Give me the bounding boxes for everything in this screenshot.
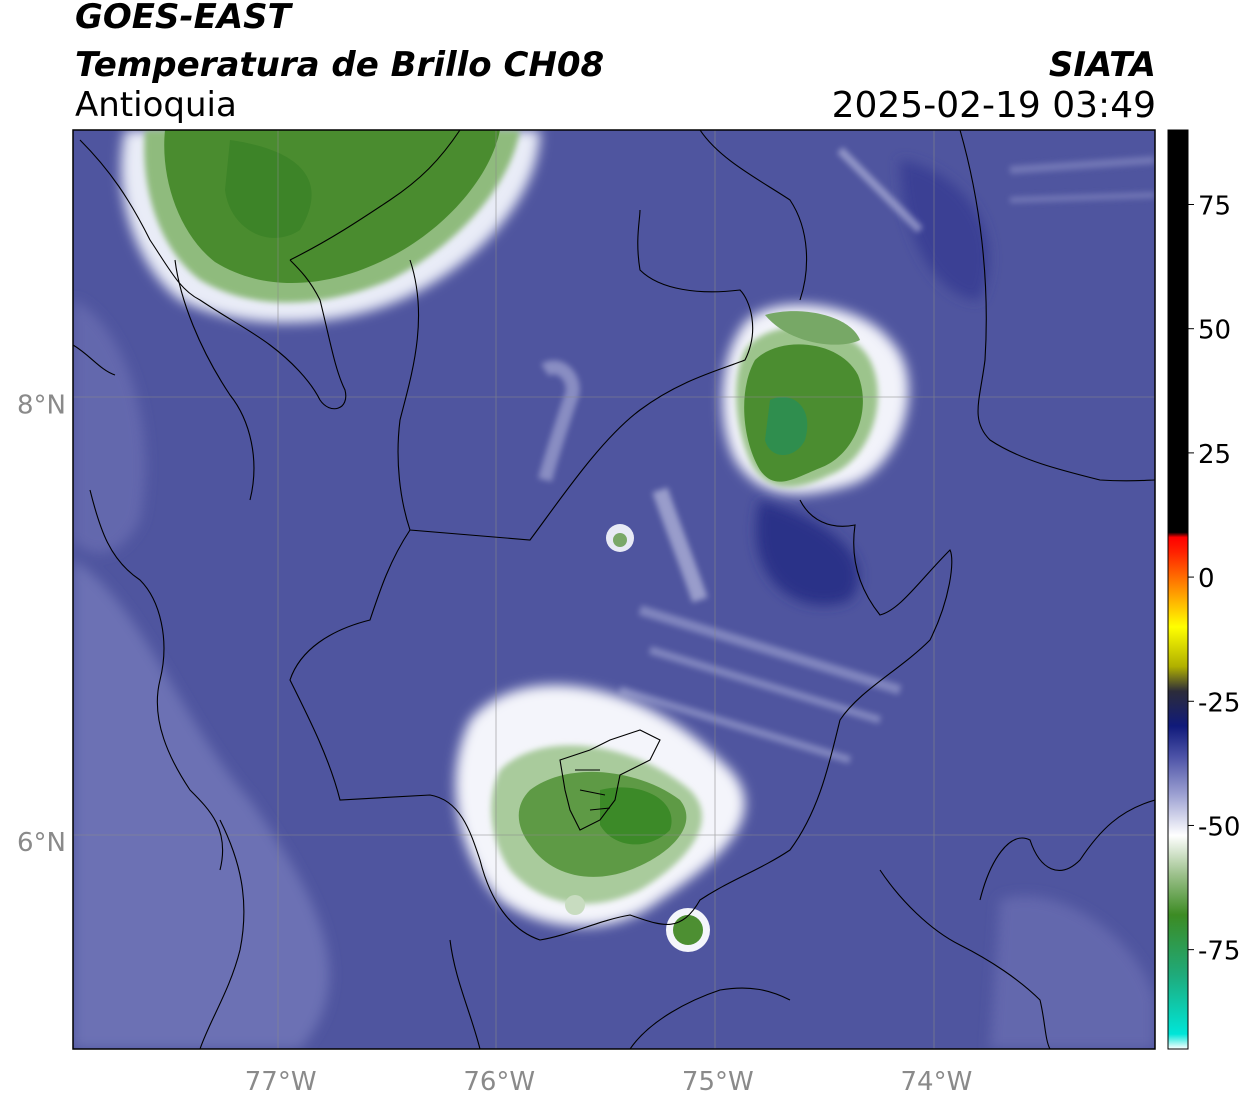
colorbar-frame [1167, 129, 1189, 1050]
organization-label: SIATA [1048, 45, 1156, 85]
colorbar-tick-label: 75 [1198, 192, 1231, 222]
lon-tick-label: 77°W [245, 1067, 317, 1097]
cloud-northwest [121, 130, 540, 323]
colorbar-fill [1168, 130, 1188, 1049]
colorbar-tick-label: -75 [1198, 937, 1240, 967]
colorbar-tick-label: 50 [1198, 316, 1231, 346]
latitude-tick-labels: 8°N 6°N [17, 391, 66, 859]
colorbar-tick-label: 25 [1198, 440, 1231, 470]
lon-tick-label: 76°W [463, 1067, 535, 1097]
lat-tick-label: 8°N [17, 391, 66, 421]
longitude-tick-labels: 77°W 76°W 75°W 74°W [245, 1067, 973, 1097]
satellite-title: GOES-EAST [75, 0, 291, 37]
cloud-central [455, 524, 745, 952]
lon-tick-label: 74°W [901, 1067, 973, 1097]
colorbar-tick-label: -50 [1198, 812, 1240, 842]
graticule [73, 130, 1155, 1049]
cloud-northeast [722, 304, 909, 495]
brightness-temperature-map [73, 130, 1155, 1049]
colorbar: 75 50 25 0 -25 -50 -75 [1167, 129, 1240, 1050]
region-label: Antioquia [75, 85, 237, 125]
product-title: Temperatura de Brillo CH08 [75, 45, 605, 85]
timestamp-label: 2025-02-19 03:49 [831, 85, 1156, 126]
lat-tick-label: 6°N [17, 828, 66, 858]
colorbar-tick-labels: 75 50 25 0 -25 -50 -75 [1188, 192, 1240, 967]
warm-vapor-regions [73, 160, 1155, 1049]
map-frame [72, 129, 1156, 1050]
cirrus-streaks [538, 147, 1155, 764]
lon-tick-label: 75°W [682, 1067, 754, 1097]
colorbar-tick-label: -25 [1198, 688, 1240, 718]
colorbar-tick-label: 0 [1198, 564, 1215, 594]
political-boundaries [73, 130, 1155, 1049]
